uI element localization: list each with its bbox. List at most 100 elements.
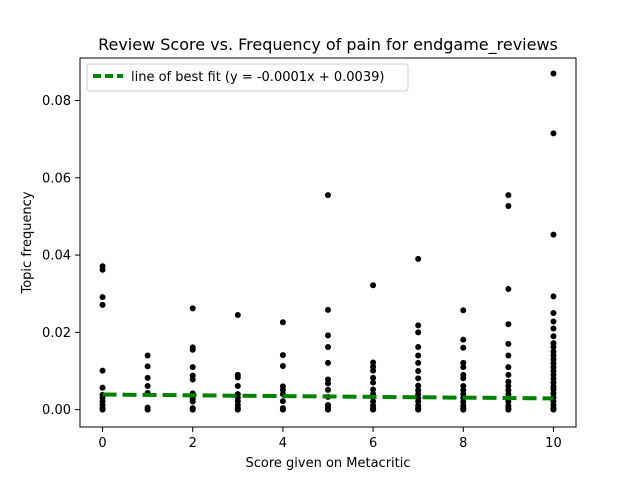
x-tick-label: 10 (545, 436, 562, 451)
data-point (460, 307, 467, 314)
data-point (279, 362, 286, 369)
data-point (415, 375, 422, 382)
data-point (370, 367, 377, 374)
data-point (325, 332, 331, 339)
legend-box (86, 63, 409, 92)
data-point (415, 322, 422, 329)
data-point (370, 406, 377, 413)
data-point (279, 406, 286, 413)
data-point (325, 344, 331, 351)
data-point (279, 398, 286, 405)
data-point (550, 293, 557, 300)
data-point (505, 202, 512, 209)
data-point (415, 344, 422, 351)
data-point (325, 359, 331, 366)
data-point (325, 306, 331, 313)
y-tick-label: 0.08 (42, 94, 71, 109)
data-point (550, 130, 557, 137)
data-point (505, 378, 512, 385)
data-point (279, 352, 286, 359)
data-point (234, 383, 241, 390)
data-point (370, 379, 377, 386)
data-point (505, 286, 512, 293)
data-point (415, 382, 422, 389)
y-tick-label: 0.02 (42, 326, 71, 341)
y-axis-title: Topic frequency (20, 191, 35, 294)
legend: line of best fit (y = -0.0001x + 0.0039) (86, 63, 409, 92)
data-point (99, 367, 106, 374)
plot-area (80, 58, 576, 427)
data-point (234, 311, 241, 318)
data-point (505, 192, 512, 199)
data-point (99, 384, 106, 391)
y-tick-label: 0.06 (42, 171, 71, 186)
data-point (460, 336, 467, 343)
data-point (505, 383, 512, 390)
data-point (189, 376, 196, 383)
data-point (460, 383, 467, 390)
chart-title: Review Score vs. Frequency of pain for e… (98, 35, 558, 55)
data-point (460, 344, 467, 351)
data-point (370, 359, 377, 366)
data-point (460, 406, 467, 413)
data-point (325, 406, 331, 413)
x-tick-label: 6 (369, 436, 377, 451)
data-point (505, 406, 512, 413)
data-point (189, 398, 196, 405)
data-point (370, 374, 377, 381)
x-tick-label: 2 (189, 436, 197, 451)
fit-line-layer (102, 392, 554, 401)
x-axis: 0 2 4 6 8 10 (98, 427, 562, 451)
data-point (550, 231, 557, 238)
legend-fit-line-label: line of best fit (y = -0.0001x + 0.0039) (131, 70, 384, 85)
data-point (550, 70, 557, 77)
data-point (505, 352, 512, 359)
data-point (279, 319, 286, 326)
data-point (325, 380, 331, 387)
data-point (99, 406, 106, 413)
data-point (189, 305, 196, 312)
data-point (99, 301, 106, 308)
data-point (189, 364, 196, 371)
x-tick-label: 0 (98, 436, 106, 451)
data-point (415, 406, 422, 413)
data-point (550, 318, 557, 325)
data-point (144, 363, 151, 370)
data-point (189, 346, 196, 353)
data-point (144, 374, 151, 381)
data-point (505, 371, 512, 378)
data-point (415, 398, 422, 405)
data-point (234, 406, 241, 413)
data-point (325, 192, 331, 199)
data-point (505, 364, 512, 371)
data-point (460, 359, 467, 366)
data-point (460, 364, 467, 371)
data-point (550, 333, 557, 340)
data-point (415, 255, 422, 262)
y-tick-label: 0.00 (42, 403, 71, 418)
data-point (550, 344, 557, 351)
data-point (415, 359, 422, 366)
data-point (144, 383, 151, 390)
data-point (144, 352, 151, 359)
data-point (144, 406, 151, 413)
data-point (99, 294, 106, 301)
data-point (189, 406, 196, 413)
data-point (234, 374, 241, 381)
plot-frame (79, 57, 577, 428)
data-point (460, 375, 467, 382)
data-point (415, 367, 422, 374)
data-point (279, 386, 286, 393)
data-point (325, 386, 331, 393)
data-point (550, 406, 557, 413)
x-tick-label: 4 (279, 436, 287, 451)
data-point (370, 282, 377, 289)
x-axis-title: Score given on Metacritic (245, 456, 410, 471)
y-tick-label: 0.04 (42, 249, 71, 264)
x-tick-label: 8 (459, 436, 467, 451)
data-point (415, 352, 422, 359)
fit-line (102, 392, 554, 401)
data-point (550, 310, 557, 317)
data-point (370, 386, 377, 393)
